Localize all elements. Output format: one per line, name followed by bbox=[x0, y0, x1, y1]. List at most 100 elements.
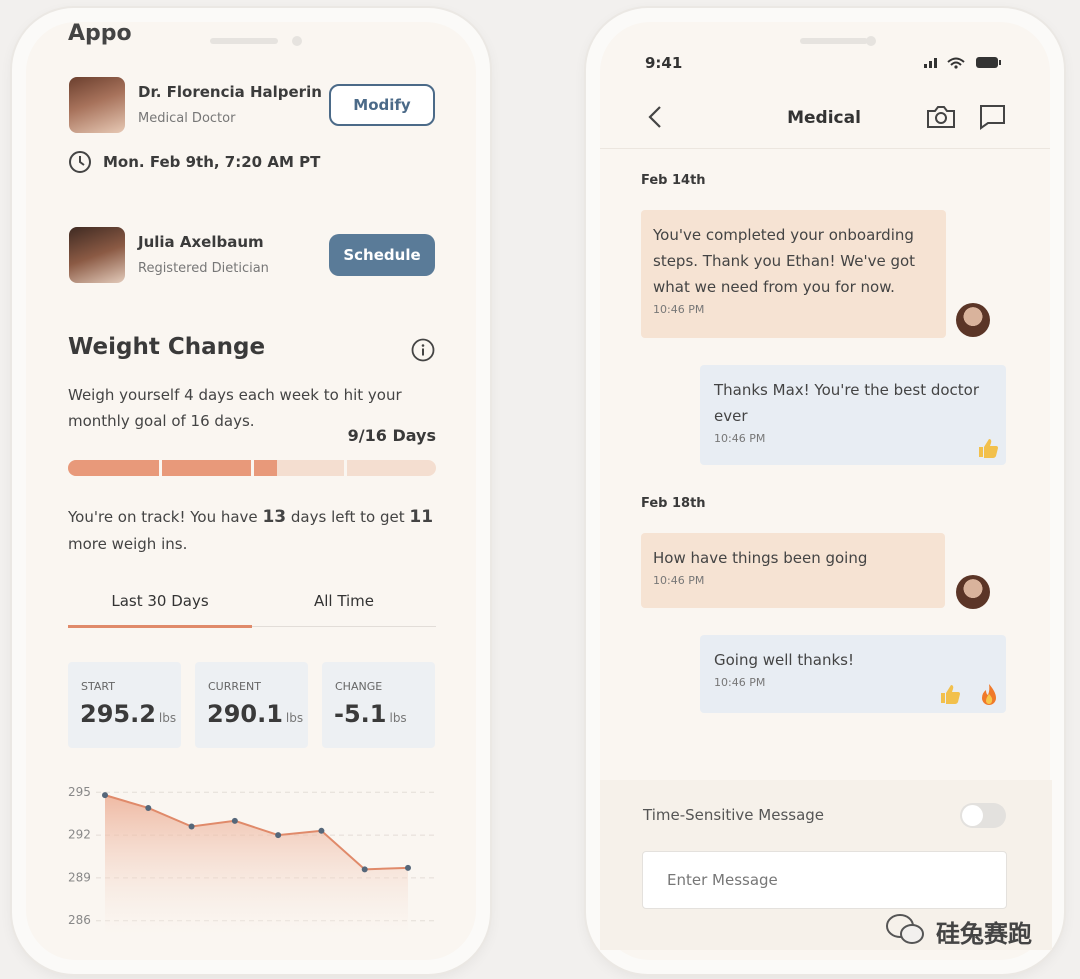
stat-label: CHANGE bbox=[335, 680, 383, 693]
header-text: Appo bbox=[68, 22, 132, 46]
y-tick-label: 295 bbox=[68, 785, 91, 799]
stat-value: 295.2 lbs bbox=[80, 700, 176, 728]
dietician-role: Registered Dietician bbox=[138, 261, 269, 276]
status-part: more weigh ins. bbox=[68, 535, 188, 553]
status-text: You're on track! You have 13 days left t… bbox=[68, 504, 438, 558]
point bbox=[405, 864, 411, 871]
tab-underline bbox=[68, 625, 252, 628]
toggle-switch[interactable] bbox=[960, 803, 1006, 828]
header-divider bbox=[600, 148, 1050, 149]
message-text: Thanks Max! You're the best doctor ever bbox=[714, 381, 980, 425]
message-button[interactable] bbox=[978, 103, 1008, 131]
input-placeholder: Enter Message bbox=[667, 871, 778, 889]
dietician-avatar bbox=[69, 227, 125, 283]
point bbox=[102, 792, 108, 799]
point bbox=[275, 832, 282, 839]
cropped-header: Appo bbox=[68, 22, 132, 46]
chat-title: Medical bbox=[787, 108, 861, 128]
dietician-name: Julia Axelbaum bbox=[138, 233, 264, 251]
stat-unit: lbs bbox=[158, 711, 177, 725]
y-tick-label: 292 bbox=[68, 828, 91, 842]
progress-bar bbox=[68, 460, 436, 476]
stat-number: 290.1 bbox=[207, 700, 283, 728]
camera-button[interactable] bbox=[925, 102, 957, 132]
left-screen bbox=[26, 22, 476, 960]
tab[interactable]: All Time bbox=[313, 592, 375, 610]
incoming-bubble: You've completed your onboarding steps. … bbox=[641, 210, 946, 338]
progress-fill bbox=[68, 460, 277, 476]
left-phone bbox=[12, 8, 490, 974]
y-tick-label: 286 bbox=[68, 913, 91, 927]
progress-label: 9/16 Days bbox=[347, 426, 436, 445]
stat-label: CURRENT bbox=[208, 680, 261, 693]
stat-card: CHANGE -5.1 lbs bbox=[322, 662, 435, 748]
status-time: 9:41 bbox=[645, 54, 683, 72]
incoming-bubble: How have things been going 10:46 PM bbox=[641, 533, 945, 608]
stat-card: START 295.2 lbs bbox=[68, 662, 181, 748]
point bbox=[361, 866, 368, 873]
chat-date: Feb 14th bbox=[641, 173, 706, 188]
watermark: 硅兔赛跑 bbox=[936, 920, 1032, 948]
weight-chart: 295 292 289 286 bbox=[68, 785, 436, 935]
message-input[interactable]: Enter Message bbox=[642, 851, 1007, 909]
area bbox=[105, 795, 408, 935]
point bbox=[145, 804, 152, 811]
speaker bbox=[800, 38, 868, 44]
reaction-thumbs-up[interactable] bbox=[976, 436, 1000, 460]
appointment-time: Mon. Feb 9th, 7:20 AM PT bbox=[103, 153, 321, 171]
toggle-knob bbox=[962, 805, 983, 826]
stat-unit: lbs bbox=[285, 711, 304, 725]
point bbox=[231, 817, 238, 824]
stat-value: -5.1 lbs bbox=[334, 700, 407, 728]
stat-card: CURRENT 290.1 lbs bbox=[195, 662, 308, 748]
tab-rule bbox=[68, 626, 436, 627]
message-time: 10:46 PM bbox=[714, 676, 766, 689]
stat-number: 295.2 bbox=[80, 700, 156, 728]
message-text: How have things been going bbox=[653, 549, 868, 567]
speaker bbox=[210, 38, 278, 44]
reaction-thumbs-up[interactable] bbox=[938, 682, 962, 706]
progress-divider bbox=[159, 460, 162, 476]
tab[interactable]: Last 30 Days bbox=[111, 592, 209, 610]
y-tick-label: 289 bbox=[68, 870, 91, 884]
message-time: 10:46 PM bbox=[714, 432, 766, 445]
stat-number: -5.1 bbox=[334, 700, 387, 728]
wechat-icon bbox=[886, 914, 924, 944]
doctor-name: Dr. Florencia Halperin bbox=[138, 83, 322, 101]
message-time: 10:46 PM bbox=[653, 574, 705, 587]
stat-label: START bbox=[81, 680, 115, 693]
status-number: 13 bbox=[262, 507, 287, 527]
section-description: Weigh yourself 4 days each week to hit y… bbox=[68, 386, 402, 430]
point bbox=[318, 827, 325, 834]
message-time: 10:46 PM bbox=[653, 303, 705, 316]
info-icon[interactable] bbox=[410, 337, 436, 363]
progress-divider bbox=[251, 460, 254, 476]
stat-value: 290.1 lbs bbox=[207, 700, 303, 728]
doctor-role: Medical Doctor bbox=[138, 111, 236, 126]
back-button[interactable] bbox=[644, 104, 668, 130]
status-part: days left to get bbox=[290, 508, 405, 526]
point bbox=[188, 823, 195, 830]
section-title: Weight Change bbox=[68, 334, 266, 360]
message-text: Going well thanks! bbox=[714, 651, 854, 669]
outgoing-bubble: Thanks Max! You're the best doctor ever 1… bbox=[700, 365, 1006, 465]
status-part: You're on track! You have bbox=[68, 508, 258, 526]
message-text: You've completed your onboarding steps. … bbox=[653, 226, 916, 296]
doctor-avatar bbox=[956, 575, 990, 609]
doctor-avatar bbox=[956, 303, 990, 337]
reaction-fire[interactable] bbox=[978, 682, 1000, 706]
progress-divider bbox=[344, 460, 347, 476]
camera bbox=[866, 36, 876, 46]
camera bbox=[292, 36, 302, 46]
status-number: 11 bbox=[409, 507, 434, 527]
doctor-avatar bbox=[69, 77, 125, 133]
line bbox=[104, 794, 409, 871]
status-icons bbox=[924, 57, 1001, 69]
stat-unit: lbs bbox=[389, 711, 407, 725]
clock-icon bbox=[69, 151, 91, 173]
toggle-label: Time-Sensitive Message bbox=[643, 806, 825, 824]
chat-date: Feb 18th bbox=[641, 496, 706, 511]
modify-button[interactable]: Modify bbox=[329, 84, 435, 126]
schedule-button[interactable]: Schedule bbox=[329, 234, 435, 276]
